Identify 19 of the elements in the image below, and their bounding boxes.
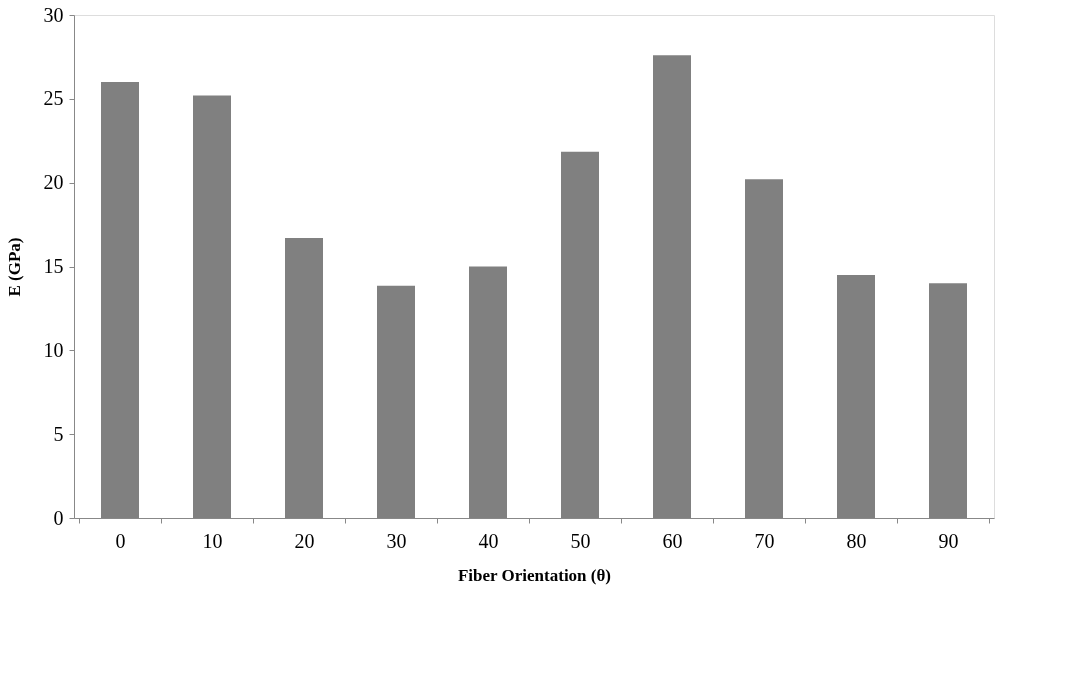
x-tick-label: 80 (846, 529, 867, 552)
x-tick-label: 30 (386, 529, 407, 552)
x-tick-label: 70 (754, 529, 775, 552)
x-tick-label: 60 (662, 529, 683, 552)
y-tick-label: 15 (43, 255, 64, 277)
x-tick-label: 90 (938, 529, 959, 552)
y-tick-label: 20 (43, 171, 64, 194)
x-tick-label: 20 (294, 529, 315, 552)
x-tick-label: 0 (115, 529, 126, 552)
y-axis-title: E (GPa) (4, 237, 24, 297)
x-axis-title: Fiber Orientation (θ) (457, 565, 612, 585)
y-tick-label: 10 (43, 338, 64, 361)
y-tick-label: 0 (53, 506, 64, 529)
x-tick-label: 40 (478, 529, 499, 552)
y-tick-label: 30 (43, 3, 64, 26)
x-tick-label: 50 (570, 529, 591, 552)
y-tick-label: 25 (43, 87, 64, 110)
x-tick-label: 10 (202, 529, 223, 552)
y-tick-label: 5 (53, 422, 64, 445)
